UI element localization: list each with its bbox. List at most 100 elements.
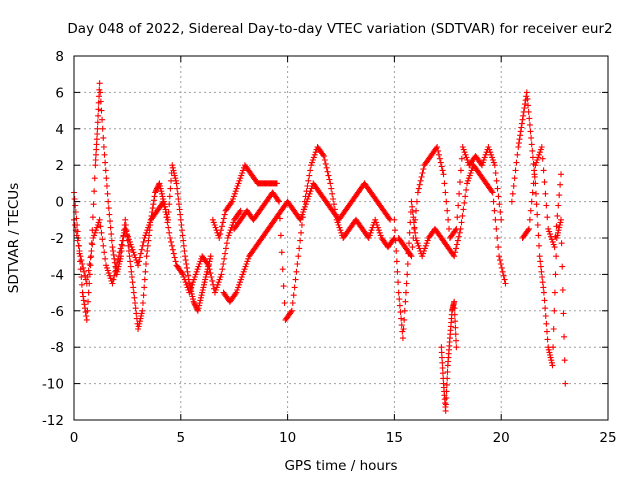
data-point-interp [175, 201, 182, 208]
data-point-interp [334, 219, 341, 226]
data-point-interp [546, 228, 553, 235]
y-tick-label: -12 [42, 413, 64, 429]
data-point [216, 235, 223, 241]
data-point-interp [95, 106, 102, 113]
data-point-interp [493, 225, 500, 232]
data-point-interp [422, 242, 429, 249]
data-point-interp [393, 258, 400, 265]
data-point-interp [525, 108, 532, 115]
data-point-interp [511, 175, 518, 182]
data-point-interp [453, 241, 460, 248]
data-point-interp [528, 198, 535, 205]
data-point [83, 316, 90, 323]
data-point-interp [396, 296, 403, 303]
data-point-interp [158, 190, 165, 197]
data-point-interp [493, 177, 500, 184]
data-point-interp [514, 151, 521, 158]
data-point [179, 271, 186, 278]
data-point-interp [128, 274, 135, 280]
data-point [199, 289, 206, 296]
data-point [419, 253, 426, 260]
data-point-interp [107, 275, 114, 282]
data-point-interp [117, 245, 124, 252]
chart-title: Day 048 of 2022, Sidereal Day-to-day VTE… [67, 21, 612, 37]
data-point-interp [413, 198, 420, 205]
data-point-interp [542, 313, 549, 319]
data-point [273, 180, 280, 187]
data-point [192, 271, 199, 278]
data-point-interp [393, 248, 400, 254]
data-point [79, 289, 86, 296]
data-point-interp [237, 276, 244, 283]
data-point-interp [521, 105, 528, 111]
data-point-interp [415, 242, 422, 249]
data-point-interp [413, 237, 420, 244]
data-point [442, 407, 449, 414]
data-point-interp [497, 209, 504, 215]
data-point-interp [209, 277, 216, 284]
data-point-interp [79, 261, 86, 267]
data-point-interp [312, 149, 319, 156]
data-point-interp [80, 293, 87, 300]
data-point-interp [439, 167, 446, 174]
data-point-interp [174, 185, 181, 192]
data-point-interp [153, 186, 160, 193]
data-point [233, 289, 240, 296]
data-point-interp [554, 229, 561, 236]
data-point-interp [496, 201, 503, 208]
data-point-interp [462, 151, 469, 158]
data-point-interp [130, 284, 137, 291]
y-tick-label: 4 [55, 122, 64, 138]
data-point [434, 144, 441, 150]
data-point-interp [125, 236, 132, 243]
data-point [160, 198, 167, 205]
data-point-interp [551, 289, 558, 296]
data-point-interp [556, 224, 563, 231]
data-point-interp [454, 237, 461, 244]
data-point-interp [223, 240, 230, 247]
data-point-interp [200, 284, 207, 291]
data-point-interp [555, 202, 562, 209]
data-point-interp [454, 214, 461, 221]
x-tick-label: 20 [493, 430, 510, 446]
data-point-interp [193, 268, 200, 275]
data-point-interp [229, 196, 236, 202]
data-point-interp [494, 185, 501, 192]
data-point [399, 335, 406, 342]
data-point-interp [176, 206, 183, 213]
data-point-interp [138, 246, 145, 253]
data-point-interp [438, 349, 445, 356]
data-point-interp [212, 224, 219, 231]
data-point-interp [482, 151, 489, 158]
data-point-interp [543, 328, 550, 335]
data-point-interp [458, 155, 465, 162]
data-point-interp [84, 307, 91, 314]
data-point-interp [93, 136, 100, 143]
data-point-interp [309, 159, 316, 166]
data-point-interp [131, 251, 138, 258]
data-point [207, 253, 214, 260]
data-point [489, 189, 496, 196]
data-point-interp [143, 229, 150, 236]
x-tick-label: 25 [599, 430, 616, 446]
data-point-interp [166, 193, 173, 200]
data-point-interp [553, 223, 560, 230]
data-point-interp [172, 177, 179, 184]
data-point-interp [547, 231, 554, 238]
data-point [519, 116, 526, 123]
data-point-interp [452, 324, 459, 331]
data-point-interp [130, 249, 137, 256]
data-point-interp [492, 216, 499, 223]
data-point-interp [228, 199, 235, 206]
data-point-interp [369, 224, 376, 231]
data-point-interp [207, 255, 214, 262]
data-point-interp [234, 287, 241, 293]
data-point-interp [555, 227, 562, 234]
data-point-interp [150, 197, 157, 204]
data-point-interp [375, 227, 382, 234]
data-point-interp [410, 219, 417, 226]
data-point-interp [112, 268, 119, 275]
data-point-interp [305, 177, 312, 184]
data-point [190, 298, 197, 305]
data-point-interp [540, 284, 547, 291]
